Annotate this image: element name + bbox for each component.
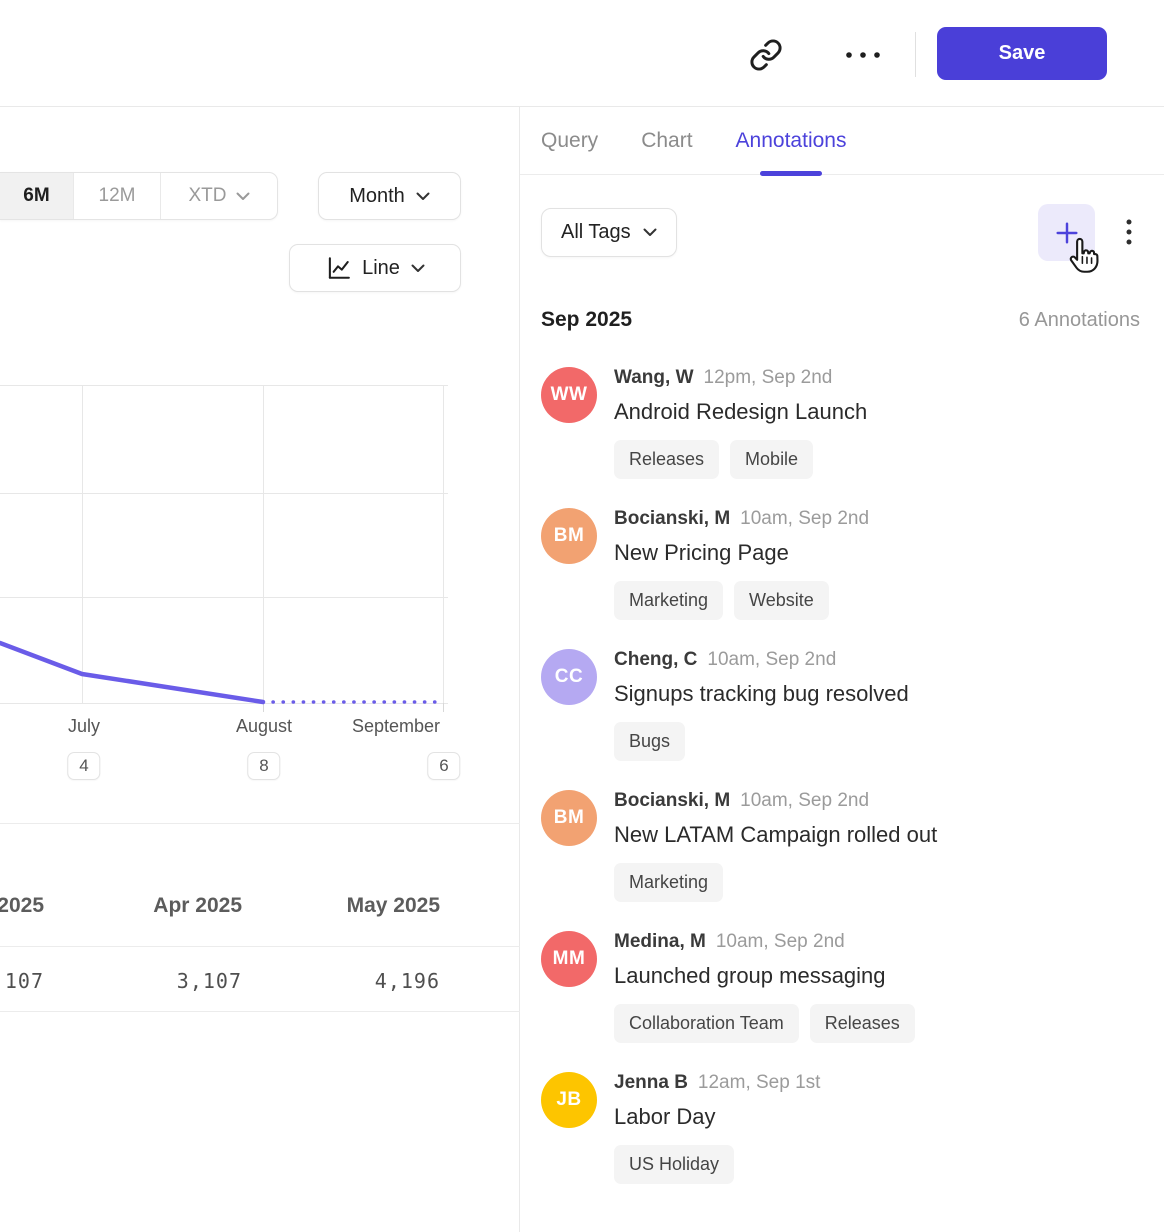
annotation-tag[interactable]: Collaboration Team — [614, 1004, 799, 1043]
chevron-down-icon — [411, 264, 425, 273]
table-bottom-divider — [0, 1011, 520, 1012]
range-option-xtd-label: XTD — [188, 185, 227, 206]
table-divider — [0, 946, 520, 947]
interval-label: Month — [349, 184, 405, 207]
table-header-may-2025: May 2025 — [346, 894, 440, 917]
annotation-item[interactable]: WW Wang, W 12pm, Sep 2nd Android Redesig… — [541, 367, 1140, 479]
x-axis-label-august: August — [235, 716, 293, 736]
table-value-apr-2025: 3,107 — [176, 969, 242, 993]
chart-type-dropdown[interactable]: Line — [289, 244, 461, 292]
annotation-tag[interactable]: Releases — [809, 1004, 915, 1043]
annotations-menu-button[interactable] — [1118, 216, 1140, 250]
annotation-author: Medina, M — [614, 931, 706, 952]
panel-tabs: Query Chart Annotations — [520, 107, 1164, 175]
all-tags-filter-dropdown[interactable]: All Tags — [541, 208, 677, 257]
copy-link-button[interactable] — [745, 34, 787, 76]
chart-grid — [0, 385, 448, 704]
annotation-author: Bocianski, M — [614, 790, 731, 811]
plus-icon — [1053, 219, 1081, 247]
x-axis-label-september: September — [351, 716, 441, 736]
x-axis-labels: July August September — [0, 716, 520, 742]
annotation-item[interactable]: MM Medina, M 10am, Sep 2nd Launched grou… — [541, 931, 1140, 1043]
annotation-timestamp: 10am, Sep 2nd — [715, 931, 845, 952]
section-divider — [0, 823, 520, 824]
section-month-title: Sep 2025 — [541, 308, 633, 331]
avatar: MM — [541, 931, 597, 987]
annotations-toolbar: All Tags — [541, 204, 1140, 273]
annotation-tag[interactable]: Mobile — [730, 440, 814, 479]
kebab-icon — [1125, 217, 1133, 249]
header-divider — [915, 32, 916, 77]
annotations-count: 6 Annotations — [1018, 309, 1140, 331]
table-header-apr-2025: Apr 2025 — [153, 894, 242, 917]
annotations-panel: Query Chart Annotations All Tags — [520, 107, 1164, 1232]
line-chart[interactable] — [0, 385, 520, 715]
annotation-timestamp: 10am, Sep 2nd — [707, 649, 837, 670]
range-option-6m[interactable]: 6M — [0, 173, 73, 219]
annotation-badge-august[interactable]: 8 — [247, 752, 281, 780]
avatar: WW — [541, 367, 597, 423]
annotation-item[interactable]: JB Jenna B 12am, Sep 1st Labor Day US Ho… — [541, 1072, 1140, 1184]
top-header: Save — [0, 0, 1164, 107]
annotation-title: Signups tracking bug resolved — [614, 681, 909, 706]
annotation-tag[interactable]: Releases — [614, 440, 720, 479]
annotation-timestamp: 10am, Sep 2nd — [740, 508, 870, 529]
annotation-title: New Pricing Page — [614, 540, 789, 565]
avatar: BM — [541, 790, 597, 846]
annotation-tag[interactable]: Bugs — [614, 722, 686, 761]
ellipsis-icon — [843, 49, 883, 61]
annotation-timestamp: 12pm, Sep 2nd — [703, 367, 833, 388]
more-actions-button[interactable] — [838, 40, 888, 70]
annotation-title: Android Redesign Launch — [614, 399, 868, 424]
annotation-timestamp: 10am, Sep 2nd — [740, 790, 870, 811]
annotation-tag[interactable]: Marketing — [614, 581, 724, 620]
avatar: JB — [541, 1072, 597, 1128]
annotations-list: WW Wang, W 12pm, Sep 2nd Android Redesig… — [541, 367, 1140, 1184]
annotation-title: Launched group messaging — [614, 963, 886, 988]
annotation-timestamp: 12am, Sep 1st — [697, 1072, 821, 1093]
line-chart-icon — [325, 255, 351, 281]
save-button[interactable]: Save — [937, 27, 1107, 80]
chart-panel: 6M 12M XTD Month Line — [0, 107, 520, 1232]
link-icon — [749, 38, 783, 72]
annotation-count-badges: 4 8 6 — [0, 752, 520, 784]
annotation-item[interactable]: BM Bocianski, M 10am, Sep 2nd New Pricin… — [541, 508, 1140, 620]
table-value-mar-2025: 107 — [4, 969, 44, 993]
annotation-author: Wang, W — [614, 367, 694, 388]
tab-chart[interactable]: Chart — [641, 128, 693, 152]
annotation-tag[interactable]: Website — [734, 581, 829, 620]
axis-ticks — [263, 703, 444, 712]
tab-query[interactable]: Query — [541, 128, 599, 152]
x-axis-label-july: July — [67, 716, 101, 736]
table-value-may-2025: 4,196 — [374, 969, 440, 993]
annotation-badge-july[interactable]: 4 — [67, 752, 101, 780]
annotation-tag[interactable]: US Holiday — [614, 1145, 735, 1184]
annotation-title: Labor Day — [614, 1104, 716, 1129]
chart-series-solid — [0, 640, 266, 705]
annotation-author: Cheng, C — [614, 649, 698, 670]
annotation-tag[interactable]: Marketing — [614, 863, 724, 902]
all-tags-label: All Tags — [561, 221, 631, 243]
chevron-down-icon — [236, 192, 250, 201]
avatar: BM — [541, 508, 597, 564]
annotation-title: New LATAM Campaign rolled out — [614, 822, 938, 847]
range-option-xtd[interactable]: XTD — [160, 173, 277, 219]
avatar: CC — [541, 649, 597, 705]
date-range-segmented-control: 6M 12M XTD — [0, 172, 278, 220]
range-option-12m[interactable]: 12M — [73, 173, 160, 219]
annotation-item[interactable]: CC Cheng, C 10am, Sep 2nd Signups tracki… — [541, 649, 1140, 761]
chevron-down-icon — [416, 192, 430, 201]
tab-annotations[interactable]: Annotations — [736, 107, 847, 174]
annotation-badge-september[interactable]: 6 — [427, 752, 461, 780]
table-header-mar-2025: 2025 — [0, 894, 44, 917]
annotation-author: Bocianski, M — [614, 508, 731, 529]
chevron-down-icon — [643, 228, 657, 237]
interval-dropdown[interactable]: Month — [318, 172, 461, 220]
annotations-section-header: Sep 2025 6 Annotations — [541, 308, 1140, 332]
add-annotation-button[interactable] — [1038, 204, 1099, 273]
annotation-item[interactable]: BM Bocianski, M 10am, Sep 2nd New LATAM … — [541, 790, 1140, 902]
annotation-author: Jenna B — [614, 1072, 688, 1093]
chart-type-label: Line — [362, 256, 400, 279]
